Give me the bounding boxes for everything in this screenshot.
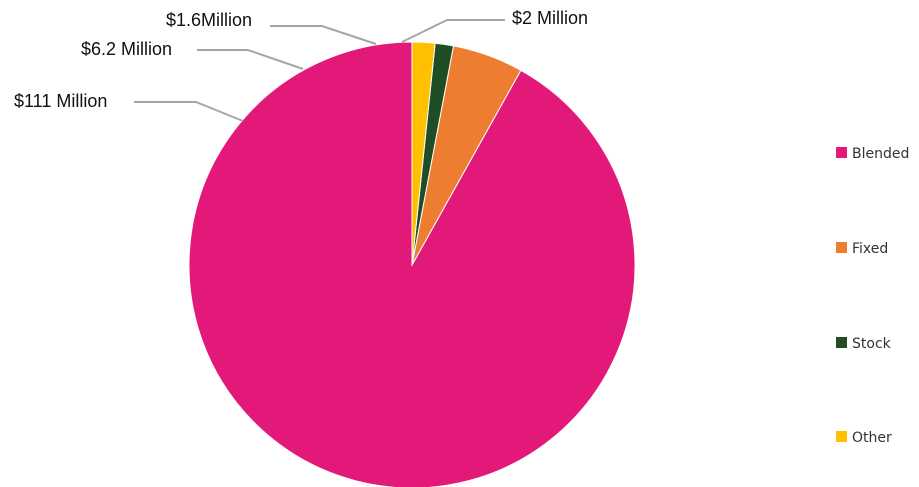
legend: Blended Fixed Stock Other	[836, 146, 909, 446]
data-label-other: $2 Million	[512, 8, 588, 28]
legend-swatch-blended	[836, 147, 847, 158]
data-label-blended: $111 Million	[14, 91, 107, 111]
legend-item-other: Other	[836, 430, 892, 446]
legend-item-blended: Blended	[836, 146, 909, 162]
leader-line-other	[401, 19, 505, 43]
legend-swatch-fixed	[836, 242, 847, 253]
legend-swatch-other	[836, 431, 847, 442]
legend-label-other: Other	[852, 430, 892, 446]
data-label-stock: $1.6Million	[166, 10, 252, 30]
legend-label-stock: Stock	[852, 336, 892, 352]
leader-lines	[134, 19, 505, 122]
pie-slice-blended	[188, 41, 636, 487]
leader-line-stock	[270, 25, 377, 45]
data-label-fixed: $6.2 Million	[81, 39, 172, 59]
legend-item-stock: Stock	[836, 336, 892, 352]
data-labels: $111 Million $6.2 Million $1.6Million $2 Mi…	[14, 8, 588, 111]
leader-line-blended	[134, 101, 244, 122]
legend-item-fixed: Fixed	[836, 241, 888, 257]
legend-swatch-stock	[836, 337, 847, 348]
leader-line-fixed	[197, 49, 304, 70]
pie-slice-other	[411, 41, 436, 266]
legend-label-fixed: Fixed	[852, 241, 888, 257]
pie-slices	[188, 41, 636, 487]
legend-label-blended: Blended	[852, 146, 909, 162]
